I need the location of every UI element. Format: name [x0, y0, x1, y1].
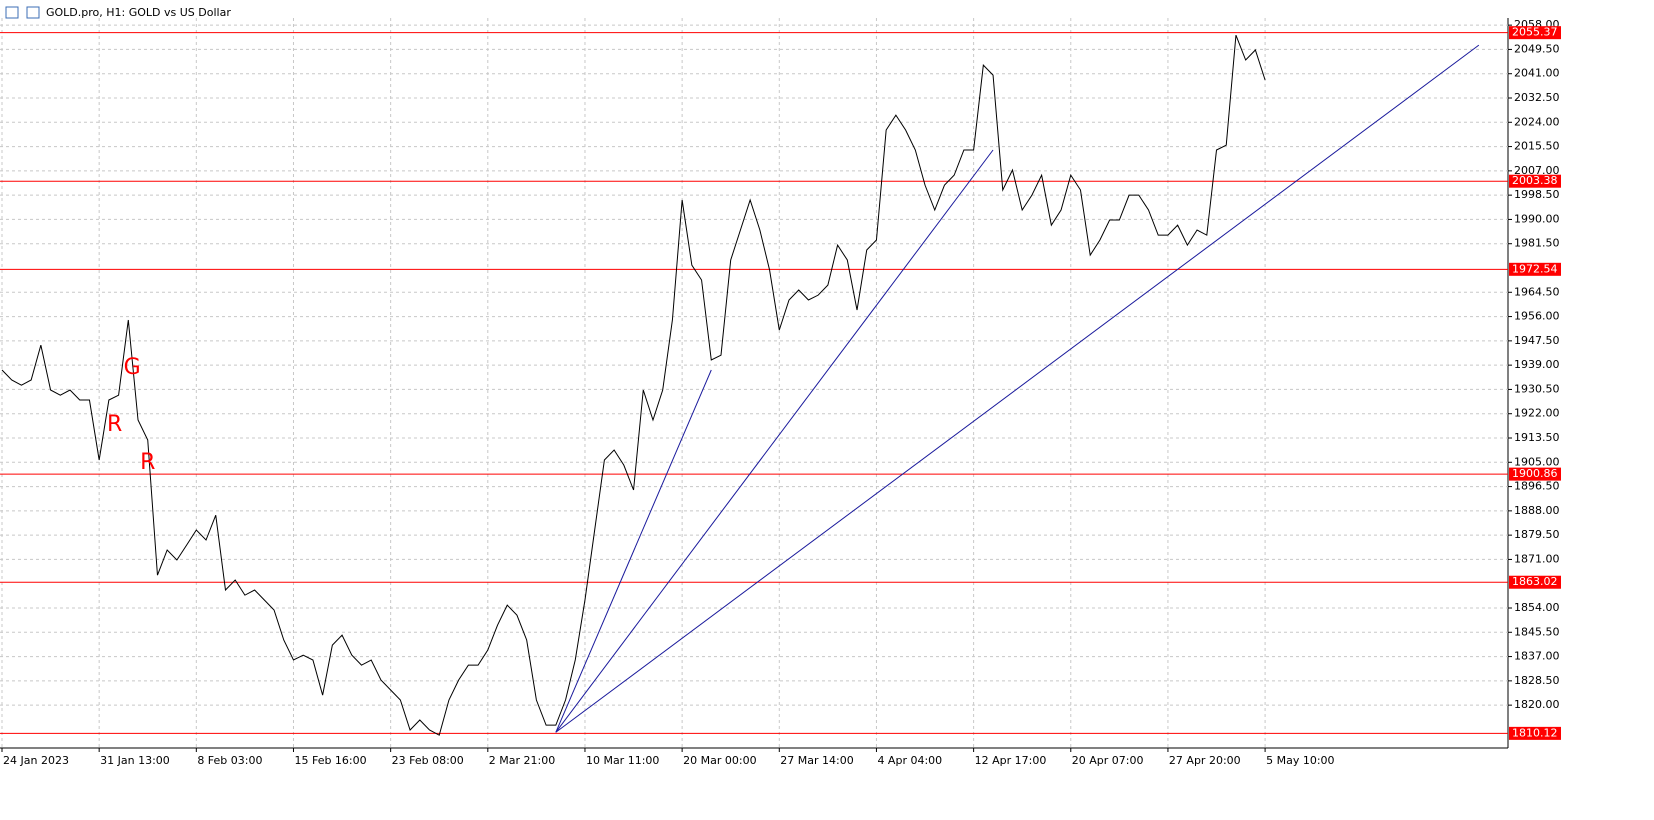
y-tick-label: 1879.50	[1514, 528, 1560, 541]
y-tick-label: 1990.00	[1514, 212, 1560, 225]
level-label: 1863.02	[1512, 575, 1558, 588]
x-tick-label: 5 May 10:00	[1266, 754, 1334, 767]
y-tick-label: 1981.50	[1514, 237, 1560, 250]
annotation: G	[124, 355, 141, 380]
level-label-box	[1509, 262, 1561, 276]
x-tick-label: 27 Mar 14:00	[780, 754, 853, 767]
x-tick-label: 15 Feb 16:00	[294, 754, 366, 767]
level-label-box	[1509, 467, 1561, 481]
x-tick-label: 31 Jan 13:00	[100, 754, 170, 767]
y-tick-label: 1820.00	[1514, 698, 1560, 711]
annotation: R	[107, 412, 122, 437]
x-tick-label: 12 Apr 17:00	[975, 754, 1047, 767]
x-tick-label: 4 Apr 04:00	[877, 754, 942, 767]
y-tick-label: 1854.00	[1514, 601, 1560, 614]
y-tick-label: 1956.00	[1514, 310, 1560, 323]
y-tick-label: 1837.00	[1514, 650, 1560, 663]
y-tick-label: 1905.00	[1514, 455, 1560, 468]
x-tick-label: 20 Apr 07:00	[1072, 754, 1144, 767]
x-tick-label: 8 Feb 03:00	[197, 754, 262, 767]
y-tick-label: 1845.50	[1514, 625, 1560, 638]
trend-line	[555, 149, 994, 733]
y-tick-label: 2007.00	[1514, 164, 1560, 177]
toolbar-icon	[26, 6, 40, 19]
y-tick-label: 1964.50	[1514, 285, 1560, 298]
y-tick-label: 1947.50	[1514, 334, 1560, 347]
trend-line	[555, 44, 1480, 733]
level-label-box	[1509, 726, 1561, 740]
y-tick-label: 1913.50	[1514, 431, 1560, 444]
annotation: R	[140, 450, 155, 475]
y-tick-label: 1871.00	[1514, 552, 1560, 565]
level-label: 2055.37	[1512, 26, 1558, 39]
level-label-box	[1509, 575, 1561, 589]
level-label-box	[1509, 174, 1561, 188]
y-tick-label: 2024.00	[1514, 115, 1560, 128]
x-tick-label: 20 Mar 00:00	[683, 754, 756, 767]
y-tick-label: 1888.00	[1514, 504, 1560, 517]
trend-line	[555, 369, 712, 733]
x-tick-label: 23 Feb 08:00	[392, 754, 464, 767]
level-label-box	[1509, 26, 1561, 40]
x-tick-label: 10 Mar 11:00	[586, 754, 659, 767]
toolbar-icon	[5, 6, 19, 19]
y-tick-label: 2041.00	[1514, 67, 1560, 80]
y-tick-label: 1896.50	[1514, 480, 1560, 493]
x-tick-label: 2 Mar 21:00	[489, 754, 555, 767]
level-label: 2003.38	[1512, 174, 1558, 187]
y-tick-label: 2049.50	[1514, 42, 1560, 55]
y-tick-label: 1922.00	[1514, 407, 1560, 420]
y-tick-label: 1828.50	[1514, 674, 1560, 687]
level-label: 1810.12	[1512, 726, 1558, 739]
chart-title: GOLD.pro, H1: GOLD vs US Dollar	[46, 6, 231, 19]
y-tick-label: 1939.00	[1514, 358, 1560, 371]
y-tick-label: 2032.50	[1514, 91, 1560, 104]
x-tick-label: 27 Apr 20:00	[1169, 754, 1241, 767]
y-tick-label: 1998.50	[1514, 188, 1560, 201]
x-tick-label: 24 Jan 2023	[3, 754, 69, 767]
y-tick-label: 2015.50	[1514, 140, 1560, 153]
level-label: 1972.54	[1512, 262, 1558, 275]
y-tick-label: 1930.50	[1514, 382, 1560, 395]
level-label: 1900.86	[1512, 467, 1558, 480]
price-line	[1, 34, 1266, 736]
